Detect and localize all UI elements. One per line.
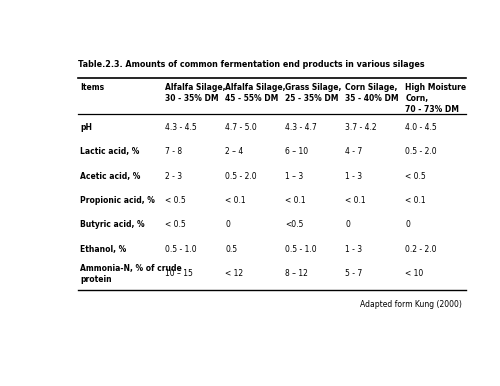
Text: High Moisture
Corn,
70 - 73% DM: High Moisture Corn, 70 - 73% DM xyxy=(406,83,466,114)
Text: 4 - 7: 4 - 7 xyxy=(346,147,362,156)
Text: 2 – 4: 2 – 4 xyxy=(226,147,244,156)
Text: 6 – 10: 6 – 10 xyxy=(286,147,308,156)
Text: 0: 0 xyxy=(406,220,410,229)
Text: <0.5: <0.5 xyxy=(286,220,304,229)
Text: < 0.1: < 0.1 xyxy=(346,196,366,205)
Text: 3.7 - 4.2: 3.7 - 4.2 xyxy=(346,123,377,132)
Text: 8 – 12: 8 – 12 xyxy=(286,269,308,278)
Text: < 10: < 10 xyxy=(406,269,423,278)
Text: 2 - 3: 2 - 3 xyxy=(165,172,182,181)
Text: Adapted form Kung (2000): Adapted form Kung (2000) xyxy=(360,300,462,309)
Text: 0.2 - 2.0: 0.2 - 2.0 xyxy=(406,245,437,254)
Text: < 0.1: < 0.1 xyxy=(286,196,306,205)
Text: 4.7 - 5.0: 4.7 - 5.0 xyxy=(226,123,257,132)
Text: Alfalfa Silage,
45 - 55% DM: Alfalfa Silage, 45 - 55% DM xyxy=(226,83,286,103)
Text: 10 – 15: 10 – 15 xyxy=(165,269,193,278)
Text: 4.0 - 4.5: 4.0 - 4.5 xyxy=(406,123,437,132)
Text: Lactic acid, %: Lactic acid, % xyxy=(80,147,140,156)
Text: Grass Silage,
25 - 35% DM: Grass Silage, 25 - 35% DM xyxy=(286,83,342,103)
Text: 0.5 - 1.0: 0.5 - 1.0 xyxy=(165,245,197,254)
Text: Propionic acid, %: Propionic acid, % xyxy=(80,196,155,205)
Text: pH: pH xyxy=(80,123,92,132)
Text: < 12: < 12 xyxy=(226,269,244,278)
Text: 5 - 7: 5 - 7 xyxy=(346,269,362,278)
Text: 1 - 3: 1 - 3 xyxy=(346,172,362,181)
Text: 0: 0 xyxy=(226,220,230,229)
Text: Corn Silage,
35 - 40% DM: Corn Silage, 35 - 40% DM xyxy=(346,83,399,103)
Text: < 0.5: < 0.5 xyxy=(406,172,426,181)
Text: Butyric acid, %: Butyric acid, % xyxy=(80,220,144,229)
Text: 4.3 - 4.5: 4.3 - 4.5 xyxy=(165,123,197,132)
Text: 0.5: 0.5 xyxy=(226,245,237,254)
Text: 0.5 - 2.0: 0.5 - 2.0 xyxy=(406,147,437,156)
Text: 4.3 - 4.7: 4.3 - 4.7 xyxy=(286,123,317,132)
Text: Table.2.3. Amounts of common fermentation end products in various silages: Table.2.3. Amounts of common fermentatio… xyxy=(78,60,424,69)
Text: 7 - 8: 7 - 8 xyxy=(165,147,182,156)
Text: 0: 0 xyxy=(346,220,350,229)
Text: 1 - 3: 1 - 3 xyxy=(346,245,362,254)
Text: 0.5 - 2.0: 0.5 - 2.0 xyxy=(226,172,257,181)
Text: < 0.5: < 0.5 xyxy=(165,220,186,229)
Text: 1 – 3: 1 – 3 xyxy=(286,172,304,181)
Text: Acetic acid, %: Acetic acid, % xyxy=(80,172,140,181)
Text: < 0.5: < 0.5 xyxy=(165,196,186,205)
Text: Items: Items xyxy=(80,83,104,92)
Text: 0.5 - 1.0: 0.5 - 1.0 xyxy=(286,245,317,254)
Text: < 0.1: < 0.1 xyxy=(226,196,246,205)
Text: < 0.1: < 0.1 xyxy=(406,196,426,205)
Text: Ethanol, %: Ethanol, % xyxy=(80,245,126,254)
Text: Ammonia-N, % of crude
protein: Ammonia-N, % of crude protein xyxy=(80,264,182,284)
Text: Alfalfa Silage,
30 - 35% DM: Alfalfa Silage, 30 - 35% DM xyxy=(165,83,226,103)
